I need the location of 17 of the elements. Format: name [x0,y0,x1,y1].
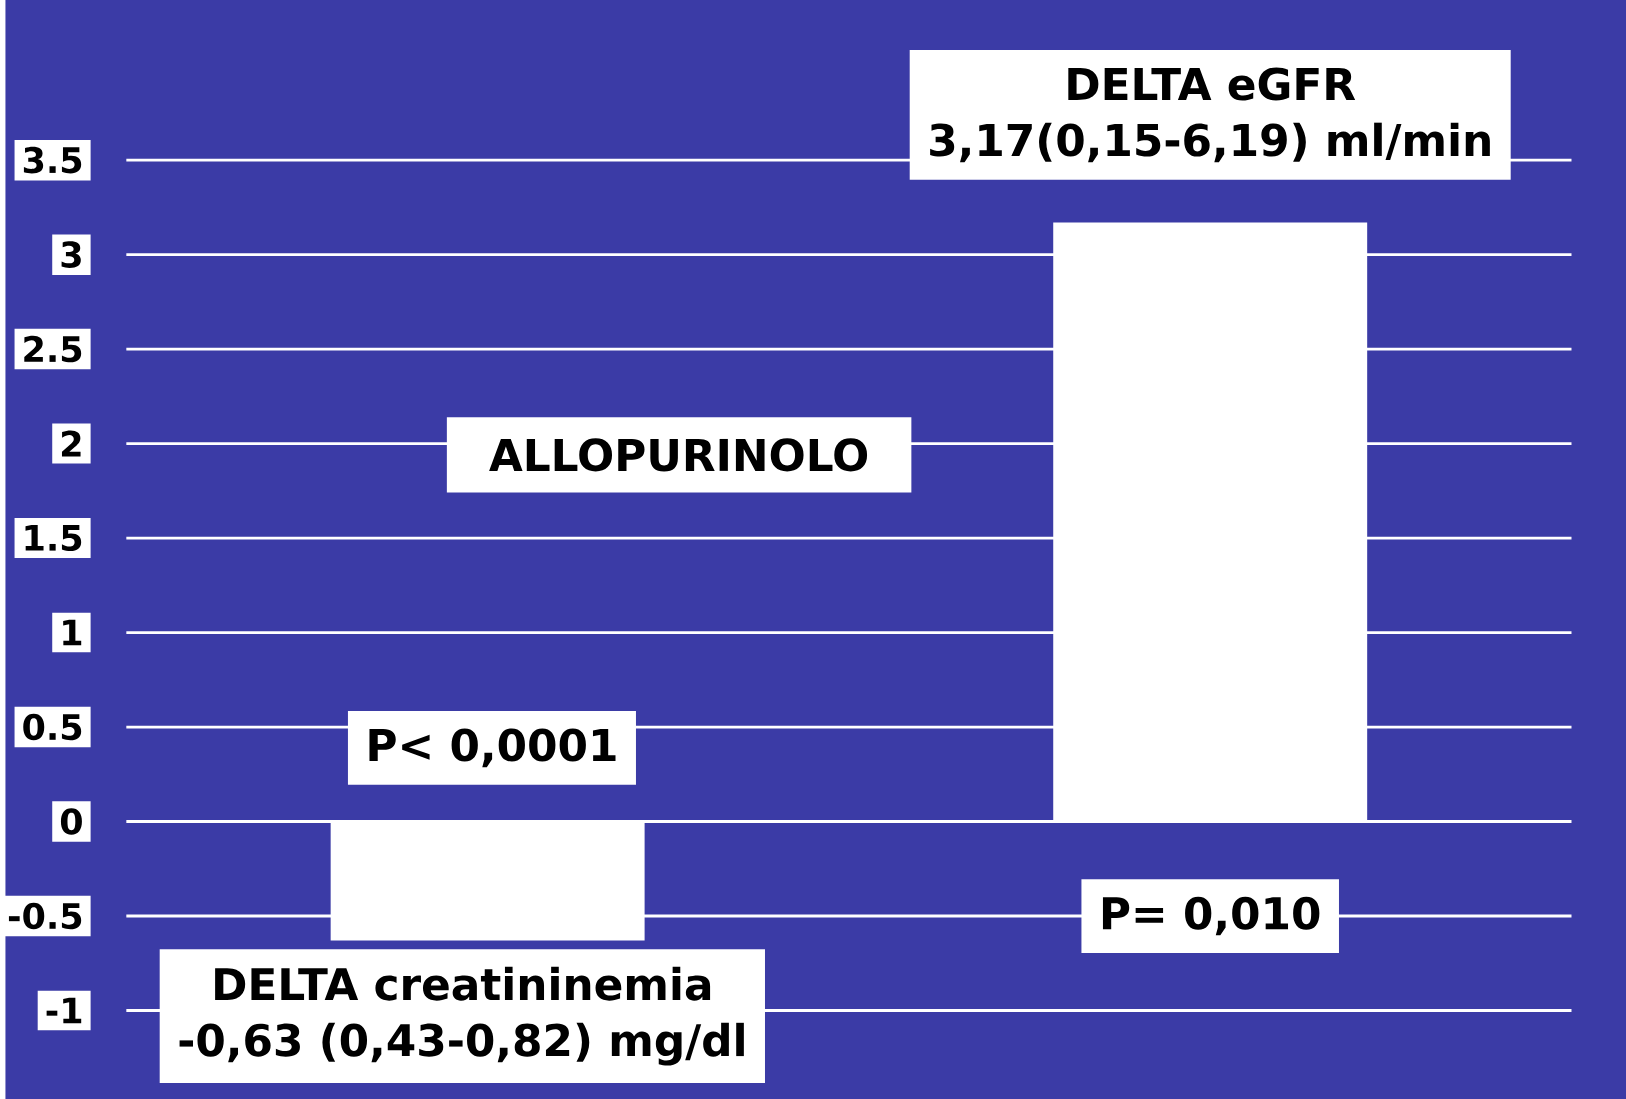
y-tick-label: 3 [61,241,81,268]
annotation: 3,17(0,15-6,19) ml/min [930,122,1490,163]
y-tick-label: 3.5 [23,146,82,174]
text: DELTA eGFR [1068,67,1356,101]
y-tick-label: -1 [46,997,82,1024]
y-tick-label: 2 [61,430,81,457]
y-tick-label: 1.5 [25,524,82,551]
y-tick-label: 1 [63,619,82,646]
y-tick-label: 2.5 [24,335,82,363]
text: -0,63 (0,43-0,82) mg/dl [179,1022,744,1066]
y-tick-label: 0 [60,808,82,835]
y-tick-label: 0.5 [23,713,82,741]
annotation: P< 0,0001 [369,728,616,768]
y-tick-label: -0.5 [8,902,82,930]
text: ALLOPURINOLO [489,438,868,472]
annotation: DELTA creatininemia [215,966,711,1001]
annotation: P= 0,010 [1102,896,1320,936]
